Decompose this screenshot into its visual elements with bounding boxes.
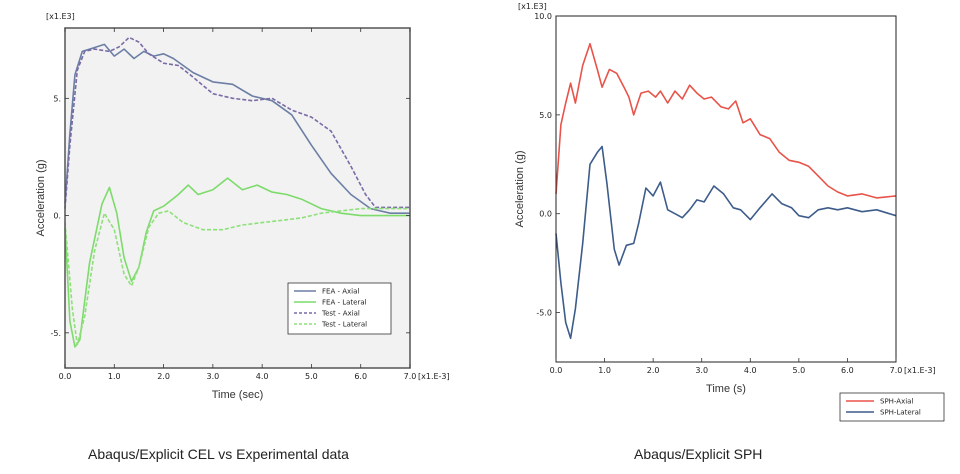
y-tick-label: -5.0	[536, 309, 552, 318]
x-tick-label: 0.0	[550, 366, 563, 375]
cel-chart-caption: Abaqus/Explicit CEL vs Experimental data	[88, 446, 349, 462]
series-line-test-lateral	[64, 207, 410, 346]
x-tick-label: 0.0	[59, 372, 72, 381]
cel-chart: 0.0 1.0 2.0 3.0 4.0 5.0 6.0 7.0 [x1.E-3] 5. 0. -5. […	[35, 12, 450, 401]
x-tick-label: 3.0	[695, 366, 708, 375]
y-tick-label: 5.0	[539, 111, 552, 120]
x-tick-label: 1.0	[108, 372, 121, 381]
series-line-fea-lateral	[64, 177, 410, 348]
x-tick-label: 4.0	[256, 372, 269, 381]
x-tick-label: 6.0	[841, 366, 854, 375]
x-tick-label: 7.0	[890, 366, 903, 375]
x-tick-label: 1.0	[598, 366, 611, 375]
legend-label: FEA - Axial	[322, 288, 359, 296]
x-scale-label: [x1.E-3]	[904, 366, 936, 375]
y-tick-label: 0.0	[539, 210, 552, 219]
y-tick-label: 10.0	[534, 12, 552, 21]
x-tick-label: 7.0	[404, 372, 417, 381]
plot-frame	[64, 27, 411, 369]
x-tick-label: 2.0	[157, 372, 170, 381]
series-line-sph-lateral	[555, 145, 897, 340]
y-tick-label: -5.	[50, 329, 61, 338]
y-tick-label: 5.	[53, 94, 61, 103]
x-axis-title: Time (sec)	[212, 389, 264, 401]
cel-chart-panel: 0.0 1.0 2.0 3.0 4.0 5.0 6.0 7.0 [x1.E-3] 5. 0. -5. […	[0, 0, 470, 474]
y-scale-label: [x1.E3]	[518, 2, 547, 11]
y-axis-title: Acceleration (g)	[35, 159, 47, 236]
x-tick-label: 5.0	[792, 366, 805, 375]
legend-label: SPH-Lateral	[880, 409, 921, 417]
x-tick-label: 3.0	[206, 372, 219, 381]
x-tick-label: 5.0	[305, 372, 318, 381]
x-tick-label: 6.0	[354, 372, 367, 381]
plot-frame	[555, 15, 897, 363]
x-tick-label: 4.0	[744, 366, 757, 375]
sph-chart: 0.0 1.0 2.0 3.0 4.0 5.0 6.0 7.0 [x1.E-3] 10.0 5.0 0…	[514, 2, 945, 422]
series-line-test-axial	[64, 36, 410, 209]
legend-label: Test - Axial	[321, 310, 360, 318]
series-line-fea-axial	[64, 43, 410, 214]
y-tick-label: 0.	[53, 212, 61, 221]
sph-chart-panel: 0.0 1.0 2.0 3.0 4.0 5.0 6.0 7.0 [x1.E-3] 10.0 5.0 0…	[490, 0, 960, 474]
legend-label: FEA - Lateral	[322, 299, 367, 307]
legend-box	[839, 392, 945, 422]
y-scale-label: [x1.E3]	[46, 12, 75, 21]
series-line-sph-axial	[555, 42, 897, 199]
legend-label: SPH-Axial	[880, 398, 913, 406]
x-tick-label: 2.0	[647, 366, 660, 375]
y-axis-title: Acceleration (g)	[514, 150, 526, 227]
x-axis-title: Time (s)	[706, 383, 746, 395]
x-scale-label: [x1.E-3]	[418, 372, 450, 381]
legend-label: Test - Lateral	[321, 321, 367, 329]
sph-chart-caption: Abaqus/Explicit SPH	[634, 446, 763, 462]
